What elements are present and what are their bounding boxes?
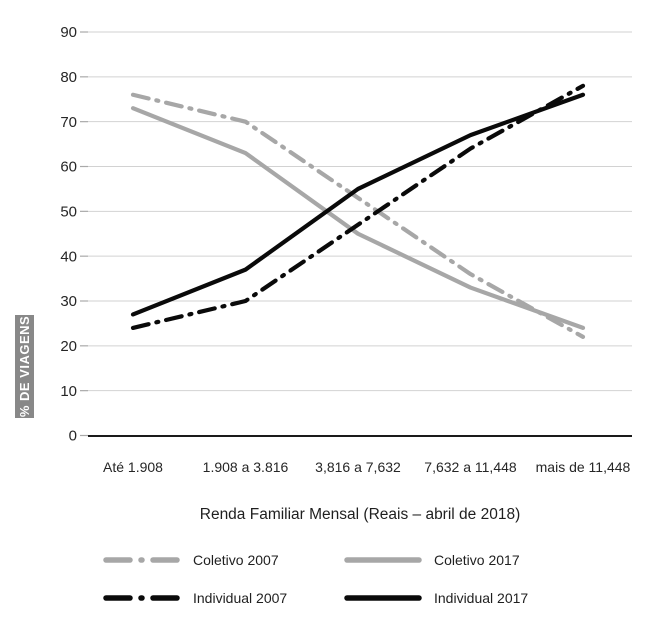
series-line-individual-2007: [130, 83, 586, 331]
legend-item-coletivo-2007: Coletivo 2007: [103, 541, 344, 579]
y-tick-label: 40: [60, 248, 77, 265]
legend: Coletivo 2007 Coletivo 2017 Individual 200…: [103, 541, 603, 617]
y-tick-label: 60: [60, 159, 77, 176]
series-line-coletivo-2017: [130, 106, 586, 331]
y-tick-label: 70: [60, 114, 77, 131]
y-tick-label: 50: [60, 204, 77, 221]
legend-item-individual-2017: Individual 2017: [344, 579, 574, 617]
y-tick-label: 20: [60, 338, 77, 355]
legend-line-swatch-icon: [344, 595, 422, 601]
y-axis-title-box: % DE VIAGENS: [15, 315, 34, 418]
legend-label: Coletivo 2017: [434, 552, 520, 568]
legend-item-coletivo-2017: Coletivo 2017: [344, 541, 574, 579]
y-tick-label: 10: [60, 383, 77, 400]
series-line-individual-2017: [130, 92, 586, 317]
x-tick-label: 3,816 a 7,632: [315, 459, 401, 475]
series-line-coletivo-2007: [130, 92, 586, 339]
x-tick-label: mais de 11,448: [536, 459, 631, 475]
x-axis-title: Renda Familiar Mensal (Reais – abril de …: [199, 506, 521, 523]
x-tick-label: 7,632 a 11,448: [424, 459, 517, 475]
line-plot: 0 10 20 30 40 50 60 70 80 90 Até 1.908 1.908 a 3.81…: [60, 24, 632, 475]
legend-line-swatch-icon: [103, 595, 181, 601]
legend-line-swatch-icon: [103, 557, 181, 563]
legend-label: Individual 2017: [434, 590, 529, 606]
y-tick-label: 90: [60, 24, 77, 41]
legend-item-individual-2007: Individual 2007: [103, 579, 344, 617]
legend-label: Coletivo 2007: [193, 552, 279, 568]
legend-line-swatch-icon: [344, 557, 422, 563]
x-tick-label: 1.908 a 3.816: [203, 459, 289, 475]
x-tick-label: Até 1.908: [103, 459, 163, 475]
legend-label: Individual 2007: [193, 590, 288, 606]
y-tick-label: 30: [60, 293, 77, 310]
y-tick-label: 80: [60, 69, 77, 86]
y-tick-label: 0: [69, 428, 77, 445]
